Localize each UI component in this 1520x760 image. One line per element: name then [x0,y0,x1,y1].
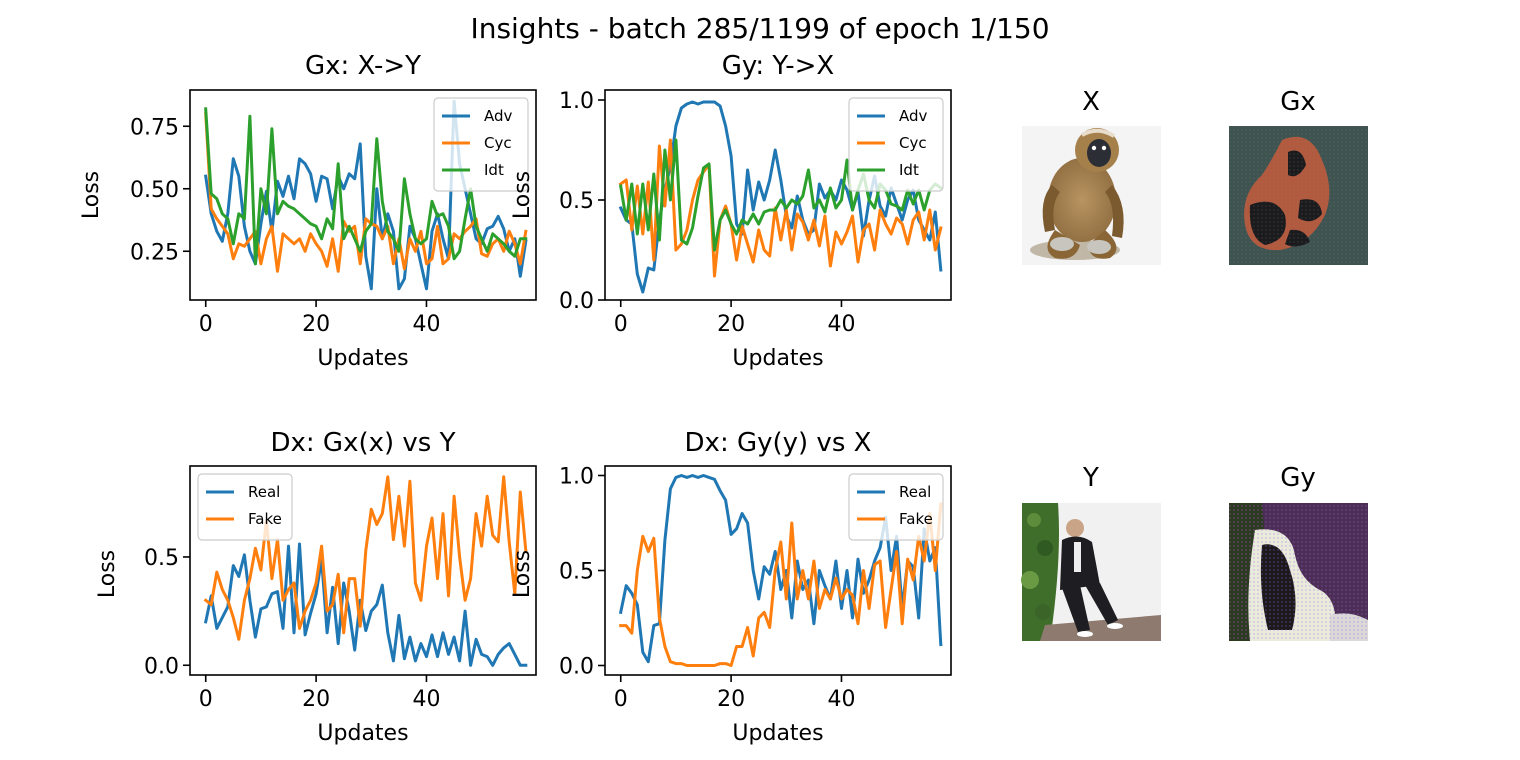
series-line-cyc [618,138,943,278]
y-tick-label: 0.0 [144,654,179,679]
legend-box [433,97,529,192]
x-tick-label: 0 [199,687,213,712]
image-gy-generated [1229,503,1368,641]
legend-label-adv: Adv [899,107,928,125]
y-axis-label: Loss [510,550,535,598]
y-tick-label: 0.75 [130,115,179,140]
y-tick-label: 0.5 [559,560,594,585]
x-tick-label: 0 [614,687,628,712]
chart-title: Dx: Gx(x) vs Y [271,428,456,458]
image-title-y: Y [1082,463,1099,493]
y-axis-label: Loss [510,171,535,219]
legend-label-idt: Idt [484,161,504,179]
chart-4: 0 20 40 0.0 0.5 1.0 Dx: Gy(y) vs X Updates Loss R… [510,428,952,746]
legend-label-cyc: Cyc [484,134,512,152]
y-tick-label: 1.0 [559,465,594,490]
x-tick-label: 20 [717,312,745,337]
x-tick-label: 0 [199,312,213,337]
y-tick-label: 0.0 [559,289,594,314]
image-y-man-in-suit [1021,503,1161,641]
chart-title: Gy: Y->X [722,51,834,81]
legend-label-fake: Fake [248,510,282,528]
y-tick-label: 0.25 [130,240,179,265]
x-tick-label: 20 [302,687,330,712]
x-tick-label: 20 [717,687,745,712]
legend-label-real: Real [248,483,280,501]
image-title-x: X [1082,87,1100,117]
chart-title: Dx: Gy(y) vs X [685,428,872,458]
image-panel-x: X Gx [1022,87,1368,265]
y-axis-label: Loss [79,171,104,219]
legend: Real Fake [848,473,944,541]
x-tick-label: 40 [412,312,440,337]
image-title-gx: Gx [1280,87,1316,117]
x-axis-label: Updates [317,346,408,371]
series-line-fake [203,475,528,641]
series-line-adv [618,100,943,294]
x-tick-label: 40 [827,312,855,337]
y-tick-label: 0.5 [559,189,594,214]
y-axis-label: Loss [95,550,120,598]
series-line-cyc [204,112,528,273]
chart-3: 0 20 40 0.0 0.5 Dx: Gx(x) vs Y Updates Loss Real… [95,428,537,746]
chart-title: Gx: X->Y [305,51,421,81]
series-line-idt [618,138,943,252]
legend-label-idt: Idt [899,161,919,179]
x-axis-label: Updates [317,721,408,746]
y-tick-label: 1.0 [559,89,594,114]
y-tick-label: 0.5 [144,546,179,571]
image-x-stuffed-gibbon [1022,126,1161,265]
x-tick-label: 20 [302,312,330,337]
legend-box [848,97,944,192]
figure-suptitle: Insights - batch 285/1199 of epoch 1/150 [470,12,1049,45]
axes-frame [604,89,952,301]
x-axis-label: Updates [732,721,823,746]
y-tick-label: 0.50 [130,178,179,203]
legend-label-adv: Adv [484,107,513,125]
legend: Real Fake [197,473,293,541]
legend-label-fake: Fake [899,510,933,528]
legend-label-real: Real [899,483,931,501]
legend: Adv Cyc Idt [433,97,529,192]
series-line-idt [204,107,528,266]
axes-frame [189,89,537,301]
image-panel-y: Y Gy [1021,463,1368,641]
x-axis-label: Updates [732,346,823,371]
image-title-gy: Gy [1280,463,1316,493]
chart-1: 0 20 40 0.25 0.50 0.75 Gx: X->Y Updates Loss Adv C… [79,51,537,371]
axes-frame [189,465,537,676]
y-tick-label: 0.0 [559,655,594,680]
series-line-real [203,542,528,667]
x-tick-label: 40 [412,687,440,712]
image-gx-generated [1229,126,1368,265]
chart-2: 0 20 40 0.0 0.5 1.0 Gy: Y->X Updates Loss Adv Cyc I… [510,51,952,371]
x-tick-label: 0 [614,312,628,337]
legend-label-cyc: Cyc [899,134,927,152]
legend: Adv Cyc Idt [848,97,944,192]
series-line-fake [619,502,943,667]
x-tick-label: 40 [827,687,855,712]
